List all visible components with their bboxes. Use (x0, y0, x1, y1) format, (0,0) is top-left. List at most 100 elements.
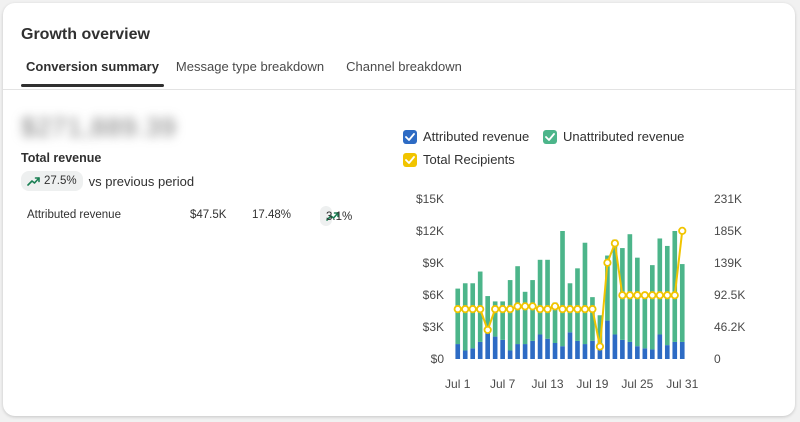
legend-unattributed-revenue[interactable]: Unattributed revenue (543, 129, 684, 144)
bar-attributed-revenue (582, 344, 588, 359)
point-total-recipients (558, 305, 567, 314)
bar-attributed-revenue (545, 338, 550, 359)
checkbox-checked-icon[interactable] (543, 129, 557, 144)
bar-unattributed-revenue (470, 283, 476, 349)
legend-label: Unattributed revenue (563, 129, 685, 144)
y-left-tick-label: $15K (416, 192, 444, 206)
point-total-recipients (491, 305, 500, 314)
point-total-recipients (520, 302, 530, 311)
bar-attributed-revenue (627, 341, 633, 359)
bar-unattributed-revenue (605, 255, 610, 321)
bar-attributed-revenue (455, 344, 461, 359)
point-total-recipients (603, 258, 612, 267)
point-total-recipients (483, 325, 492, 335)
bar-attributed-revenue (664, 345, 670, 359)
y-right-tick-label: 231K (714, 192, 742, 206)
point-total-recipients (513, 302, 522, 311)
bar-unattributed-revenue (560, 231, 565, 347)
point-total-recipients (670, 291, 679, 300)
metric-change-badge: 3.1% (320, 206, 352, 226)
bar-unattributed-revenue (462, 283, 468, 351)
total-revenue-label: Total revenue (21, 151, 102, 165)
point-total-recipients (625, 291, 634, 300)
bar-unattributed-revenue (672, 231, 678, 342)
metric-change-value: 3.1% (326, 211, 353, 223)
point-total-recipients (663, 291, 672, 300)
tab-channel-breakdown[interactable]: Channel breakdown (346, 59, 462, 74)
bar-attributed-revenue (612, 334, 618, 359)
bar-unattributed-revenue (650, 265, 655, 350)
bar-attributed-revenue (470, 348, 476, 359)
point-total-recipients (506, 305, 515, 314)
bar-unattributed-revenue (635, 257, 640, 347)
point-total-recipients (535, 305, 545, 314)
bar-attributed-revenue (477, 341, 483, 359)
checkbox-checked-icon[interactable] (403, 129, 417, 144)
tab-divider (3, 89, 795, 90)
bar-attributed-revenue (537, 334, 543, 359)
total-change-badge: 27.5% (21, 171, 83, 191)
bar-attributed-revenue (552, 343, 558, 359)
bar-attributed-revenue (635, 346, 640, 359)
y-right-tick-label: 139K (714, 256, 742, 270)
bar-attributed-revenue (657, 334, 663, 359)
bar-unattributed-revenue (590, 297, 595, 341)
tab-message-type-breakdown[interactable]: Message type breakdown (175, 59, 325, 74)
legend-attributed-revenue[interactable]: Attributed revenue (403, 129, 529, 144)
metric-row-attributed-revenue: Attributed revenue $47.5K 17.48% 3.1% (27, 204, 387, 228)
point-total-recipients (468, 305, 477, 314)
bar-attributed-revenue (567, 332, 573, 359)
bar-attributed-revenue (522, 344, 528, 359)
bar-unattributed-revenue (537, 259, 543, 335)
y-left-tick-label: $9K (423, 256, 444, 270)
point-total-recipients (580, 305, 590, 314)
growth-overview-card: Growth overview Conversion summary Messa… (3, 3, 795, 416)
bar-attributed-revenue (500, 339, 505, 359)
bar-attributed-revenue (462, 350, 468, 359)
revenue-chart: $0 $3K $6K $9K $12K $15K 0 46.2K 92.5K 139K 185K 23… (416, 192, 745, 391)
bar-unattributed-revenue (522, 291, 528, 345)
legend-label: Attributed revenue (423, 129, 530, 144)
bar-attributed-revenue (642, 348, 648, 359)
bar-attributed-revenue (672, 341, 678, 359)
bar-unattributed-revenue (552, 302, 558, 343)
point-total-recipients (640, 291, 649, 300)
x-tick-label: Jul 19 (576, 377, 608, 391)
tab-conversion-summary[interactable]: Conversion summary (21, 53, 164, 87)
y-right-tick-label: 92.5K (714, 288, 745, 302)
bar-attributed-revenue (575, 340, 580, 359)
point-total-recipients (633, 291, 642, 300)
point-total-recipients (498, 305, 507, 314)
bar-unattributed-revenue (582, 242, 588, 345)
point-total-recipients (573, 305, 582, 314)
bar-unattributed-revenue (575, 268, 580, 341)
bar-unattributed-revenue (485, 296, 490, 331)
y-right-tick-label: 0 (714, 352, 721, 366)
y-left-tick-label: $12K (416, 224, 444, 238)
point-total-recipients (655, 291, 664, 300)
bar-attributed-revenue (650, 349, 655, 359)
point-total-recipients (610, 239, 620, 248)
vs-previous-period-text: vs previous period (88, 173, 195, 189)
point-total-recipients (565, 305, 575, 314)
bar-attributed-revenue (597, 343, 603, 359)
bar-unattributed-revenue (597, 315, 603, 343)
bar-attributed-revenue (605, 320, 610, 359)
x-tick-label: Jul 13 (532, 377, 564, 391)
bar-unattributed-revenue (657, 238, 663, 335)
y-left-tick-label: $0 (431, 352, 445, 366)
metric-value: $47.5K (190, 209, 227, 221)
legend-total-recipients[interactable]: Total Recipients (403, 152, 515, 167)
bar-attributed-revenue (485, 330, 490, 359)
y-right-tick-label: 46.2K (714, 320, 745, 334)
y-left-tick-label: $3K (423, 320, 444, 334)
trend-up-icon (27, 176, 40, 186)
bar-attributed-revenue (679, 341, 685, 359)
bar-unattributed-revenue (500, 301, 505, 340)
checkbox-checked-icon[interactable] (403, 152, 417, 167)
trend-up-icon (326, 211, 339, 221)
bar-unattributed-revenue (612, 239, 618, 335)
bar-unattributed-revenue (530, 280, 535, 341)
bar-attributed-revenue (620, 339, 625, 359)
point-total-recipients (550, 302, 560, 311)
